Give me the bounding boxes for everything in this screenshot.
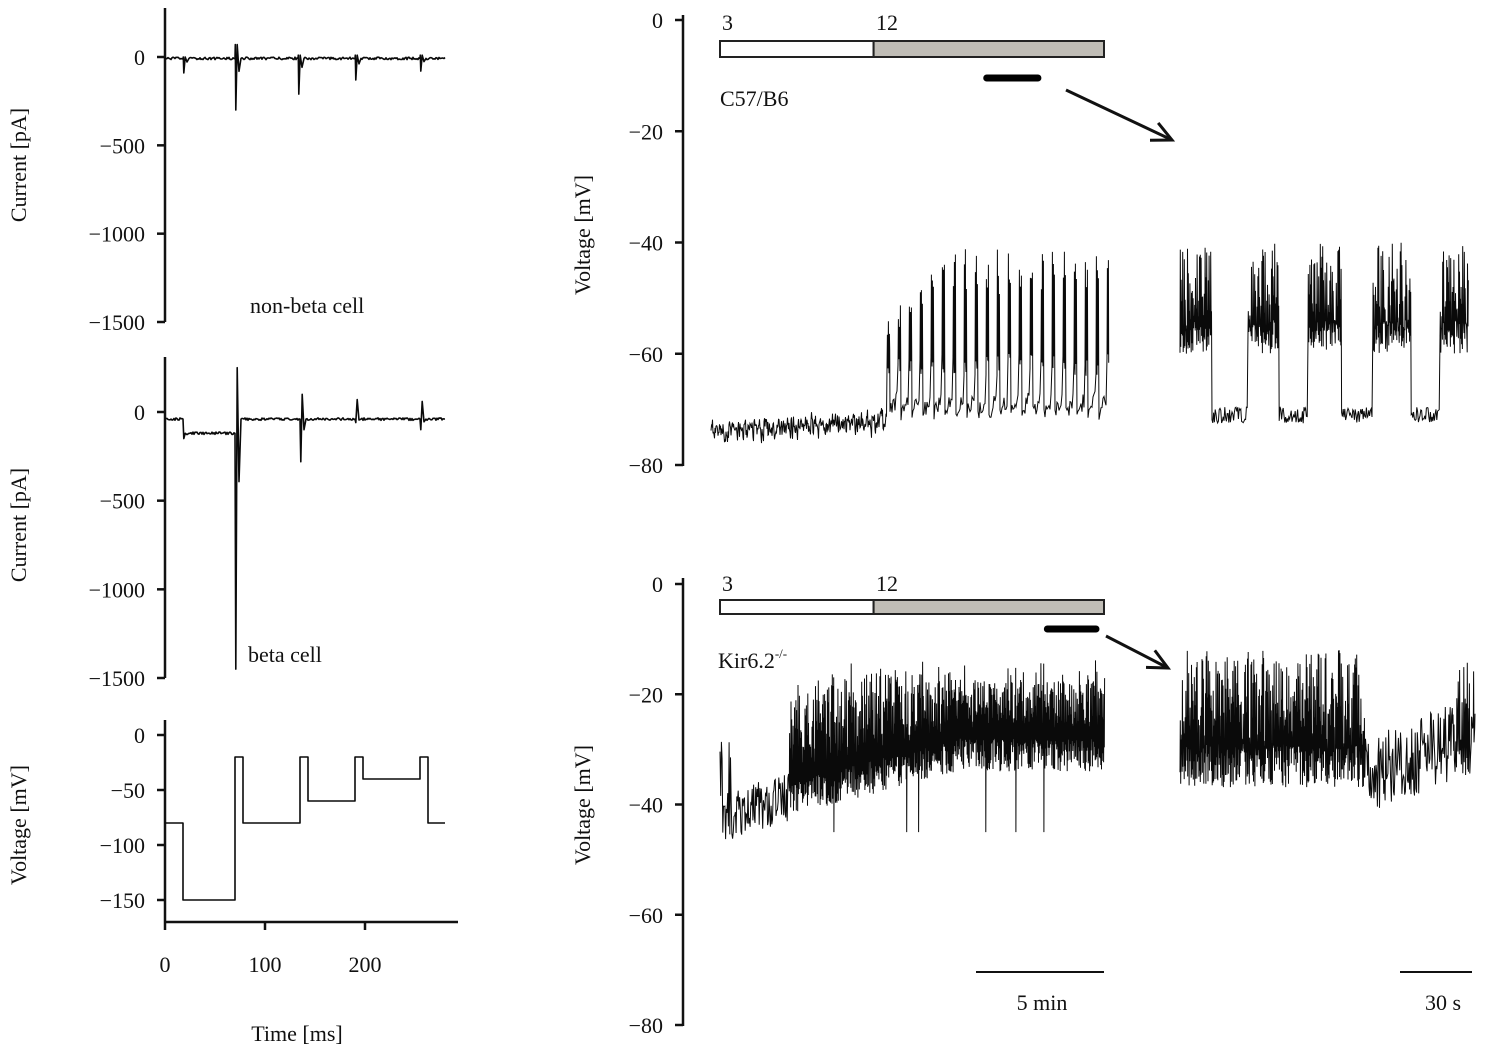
y-tick-label: −500 xyxy=(100,133,145,158)
y-tick-label: −80 xyxy=(629,453,663,478)
arrow-head-icon xyxy=(1149,121,1176,142)
y-axis-label: Voltage [mV] xyxy=(570,745,595,865)
y-tick-label: −40 xyxy=(629,231,663,256)
y-tick-label: 0 xyxy=(652,8,663,33)
y-tick-label: −20 xyxy=(629,682,663,707)
x-axis-label: Time [ms] xyxy=(251,1021,342,1046)
current-trace xyxy=(164,366,446,670)
annotation-beta: beta cell xyxy=(248,642,322,667)
glucose-label-low: 3 xyxy=(722,10,733,35)
glucose-bar-3 xyxy=(719,40,875,58)
panel-beta-current: Current [pA] beta cell 0 −500 −1000 −1500 xyxy=(6,357,446,691)
expanded-membrane-potential-trace xyxy=(1179,242,1469,425)
glucose-label-low: 3 xyxy=(722,571,733,596)
arrow-head-icon xyxy=(1145,649,1172,670)
y-tick-label: −100 xyxy=(100,833,145,858)
panel-non-beta-current: Current [pA] non-beta cell 0 −500 −1000 −15… xyxy=(6,8,446,335)
strain-label: Kir6.2-/- xyxy=(718,646,787,673)
y-axis-label: Voltage [mV] xyxy=(6,765,31,885)
y-tick-label: −40 xyxy=(629,793,663,818)
y-axis-label: Current [pA] xyxy=(6,108,31,222)
glucose-bar-12 xyxy=(872,599,1105,615)
panel-c57-voltage: Voltage [mV] C57/B6 3 12 0 −20 −40 −60 −80 xyxy=(570,8,1469,478)
voltage-step-trace xyxy=(165,756,445,901)
expanded-membrane-potential-trace xyxy=(1179,650,1476,808)
y-tick-label: −60 xyxy=(629,903,663,928)
x-tick-label: 200 xyxy=(349,952,382,977)
glucose-label-high: 12 xyxy=(876,10,898,35)
y-tick-label: 0 xyxy=(134,45,145,70)
panel-kir62-voltage: Voltage [mV] Kir6.2-/- 3 12 5 min 30 s 0… xyxy=(570,571,1476,1038)
membrane-potential-trace xyxy=(710,249,1110,444)
x-tick-label: 100 xyxy=(249,952,282,977)
y-tick-label: 0 xyxy=(134,723,145,748)
y-tick-label: 0 xyxy=(134,400,145,425)
y-axis-label: Voltage [mV] xyxy=(570,175,595,295)
y-axis-label: Current [pA] xyxy=(6,468,31,582)
scale-bar-30s-label: 30 s xyxy=(1425,990,1461,1015)
panel-voltage-protocol: Voltage [mV] Time [ms] 0 −50 −100 −150 0 100 2… xyxy=(6,720,458,1046)
membrane-potential-trace xyxy=(719,660,1106,840)
glucose-label-high: 12 xyxy=(876,571,898,596)
y-tick-label: −80 xyxy=(629,1013,663,1038)
scale-bar-5min-label: 5 min xyxy=(1017,990,1068,1015)
y-tick-label: −1500 xyxy=(89,666,145,691)
glucose-bar-12 xyxy=(872,40,1105,58)
y-tick-label: −60 xyxy=(629,342,663,367)
strain-label: C57/B6 xyxy=(720,86,788,111)
y-tick-label: −1000 xyxy=(89,577,145,602)
y-tick-label: −500 xyxy=(100,489,145,514)
current-trace xyxy=(164,43,446,111)
glucose-bar-3 xyxy=(719,599,875,615)
x-tick-label: 0 xyxy=(160,952,171,977)
y-tick-label: 0 xyxy=(652,572,663,597)
y-tick-label: −1000 xyxy=(89,222,145,247)
y-tick-label: −50 xyxy=(111,778,145,803)
y-tick-label: −20 xyxy=(629,119,663,144)
expansion-arrow xyxy=(1065,88,1173,142)
y-tick-label: −150 xyxy=(100,888,145,913)
annotation-non-beta: non-beta cell xyxy=(250,293,364,318)
expansion-arrow xyxy=(1105,634,1169,670)
y-tick-label: −1500 xyxy=(89,310,145,335)
